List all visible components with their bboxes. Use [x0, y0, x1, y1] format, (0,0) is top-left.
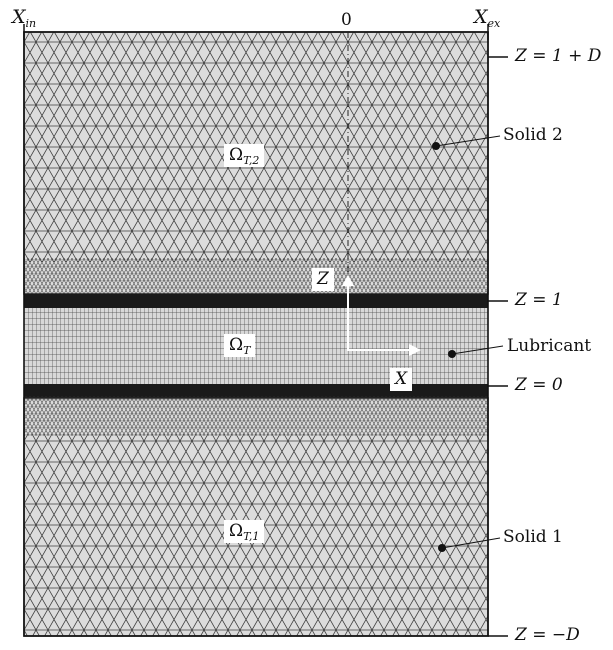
x-axis-head	[409, 344, 421, 356]
z-zero-label: Z = 0	[515, 375, 563, 395]
z-axis-head	[342, 275, 354, 286]
z-axis-label: Z	[312, 268, 334, 291]
lubricant-leader	[451, 345, 504, 355]
solid-1-dot	[438, 544, 446, 552]
x-axis-label: X	[390, 368, 413, 391]
lower-boundary-band	[24, 384, 488, 398]
solid-2-leader	[435, 135, 501, 147]
upper-boundary-band	[24, 294, 488, 308]
solid-1-refined-mesh	[24, 396, 488, 436]
lubricant-label: Lubricant	[507, 336, 592, 356]
omega-t2-label: ΩT,2	[224, 144, 265, 167]
z-bottom-label: Z = −D	[515, 625, 580, 645]
lubricant-dot	[448, 350, 456, 358]
solid-1-label: Solid 1	[503, 527, 563, 547]
z-top-label: Z = 1 + D	[515, 46, 602, 66]
x-in-label: Xin	[12, 6, 37, 30]
solid-2-dot	[432, 142, 440, 150]
z-one-label: Z = 1	[515, 290, 563, 310]
solid-2-label: Solid 2	[503, 125, 563, 145]
lubricant-region	[24, 298, 488, 390]
solid-1-leader	[441, 537, 501, 549]
domain-outline	[23, 31, 489, 637]
origin-label: 0	[341, 10, 352, 30]
omega-t1-label: ΩT,1	[224, 520, 265, 543]
x-ex-label: Xex	[474, 6, 501, 30]
omega-t-label: ΩT	[224, 334, 256, 357]
solid-2-refined-mesh	[24, 258, 488, 298]
